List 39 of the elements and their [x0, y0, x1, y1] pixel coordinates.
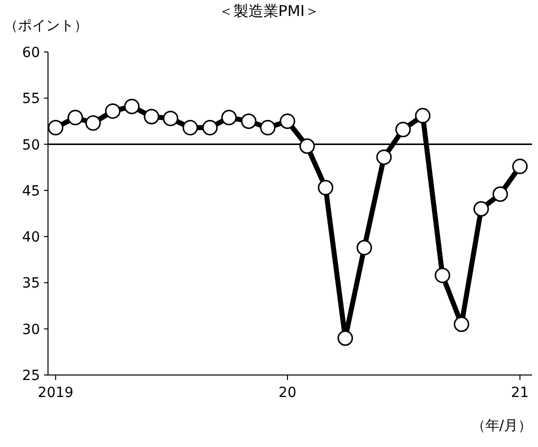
point [48, 120, 64, 136]
point [473, 201, 489, 217]
y-tick-label: 50 [22, 137, 40, 154]
point [240, 113, 256, 129]
y-tick-label: 40 [22, 230, 40, 246]
point [221, 110, 237, 126]
point [260, 120, 276, 136]
x-tick-label: 2019 [38, 385, 74, 401]
y-tick-label: 30 [22, 322, 40, 338]
x-axis-title: （年/月） [471, 418, 532, 434]
point [356, 240, 372, 256]
y-axis-title: （ポイント） [4, 18, 88, 34]
point [395, 122, 411, 138]
y-tick-label: 45 [22, 183, 40, 200]
point [512, 158, 528, 174]
x-tick-label: 21 [511, 385, 529, 401]
point [280, 113, 296, 129]
point [299, 138, 315, 154]
point [85, 115, 101, 131]
point [68, 110, 84, 126]
point [202, 120, 218, 136]
y-tick-label: 25 [22, 368, 40, 384]
point [434, 268, 450, 284]
chart-title: ＜製造業PMI＞ [218, 2, 320, 20]
point [492, 186, 508, 202]
point [318, 180, 334, 196]
y-tick-label: 60 [22, 45, 40, 61]
x-tick-label: 20 [278, 385, 296, 401]
y-tick-label: 55 [22, 91, 40, 108]
point [376, 149, 392, 165]
point [338, 330, 354, 346]
point [124, 98, 140, 114]
point [162, 110, 178, 126]
y-tick-label: 35 [22, 276, 40, 292]
point [454, 316, 470, 332]
point [182, 120, 198, 136]
point [144, 108, 160, 124]
point [415, 108, 430, 124]
point [105, 103, 121, 119]
